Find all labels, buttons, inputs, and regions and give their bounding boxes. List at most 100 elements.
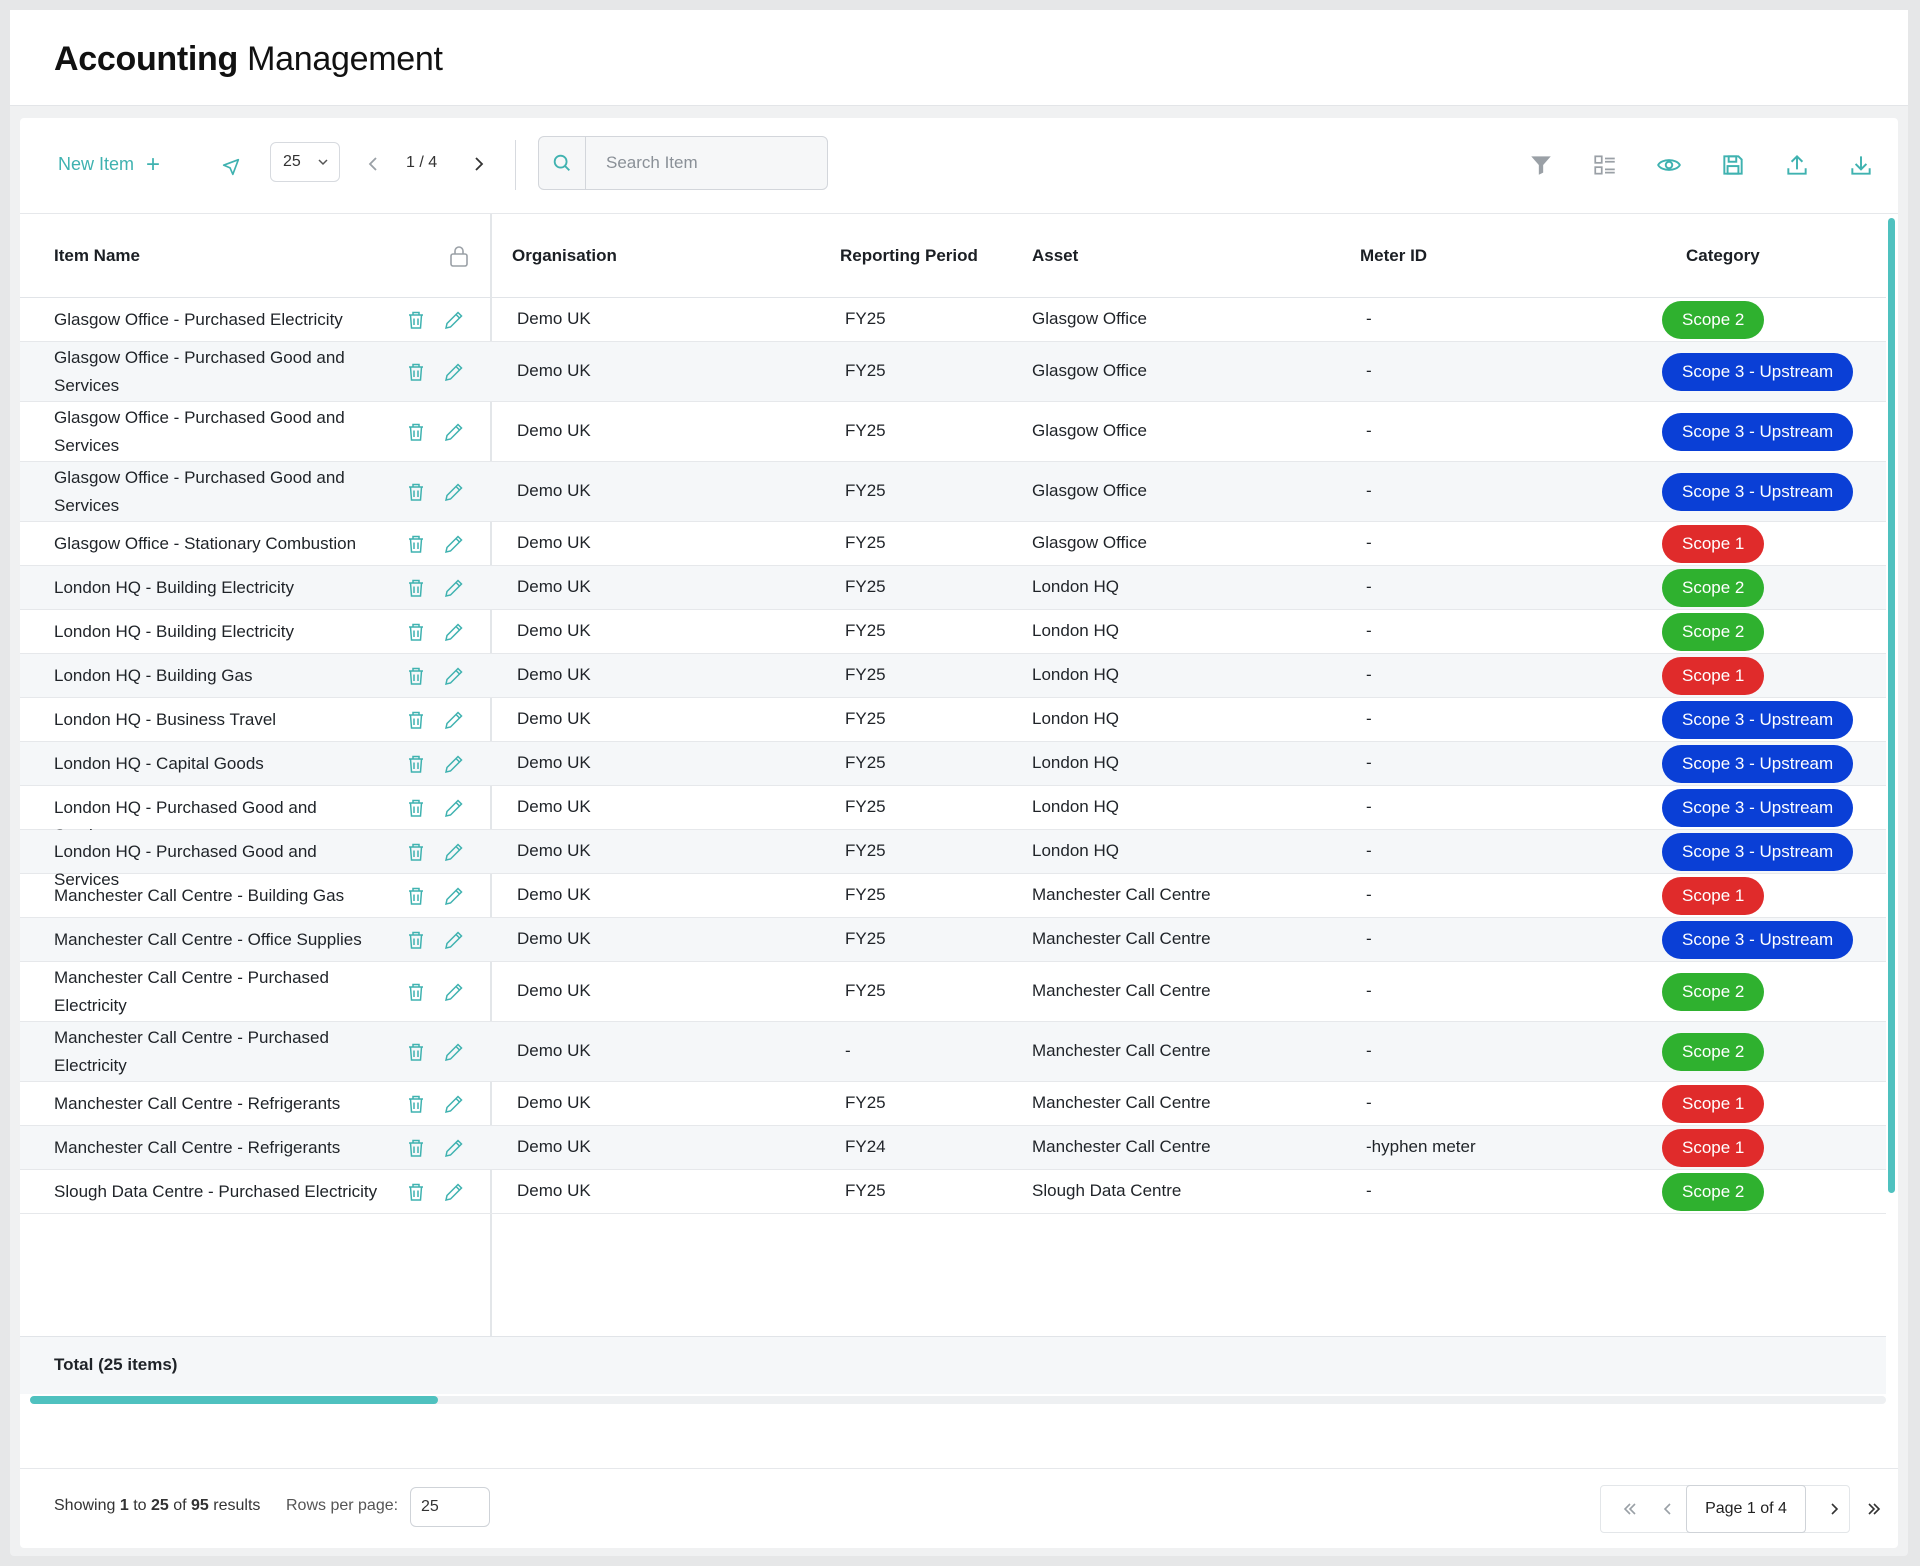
rows-select[interactable]: 25 <box>270 142 340 182</box>
column-header-organisation[interactable]: Organisation <box>512 246 617 265</box>
table-row[interactable]: Manchester Call Centre - Office Supplies… <box>20 918 1886 962</box>
table-row[interactable]: London HQ - Purchased Good and ServicesD… <box>20 786 1886 845</box>
table-row[interactable]: Slough Data Centre - Purchased Electrici… <box>20 1170 1886 1214</box>
pencil-icon[interactable] <box>442 928 466 952</box>
pencil-icon[interactable] <box>442 620 466 644</box>
double-chevron-right-icon <box>1868 1503 1881 1515</box>
table-row[interactable]: Manchester Call Centre - Building Gas Dem… <box>20 874 1886 918</box>
reporting-period-cell: FY25 <box>845 753 886 772</box>
table-row[interactable]: Manchester Call Centre - Purchased Elect… <box>20 1022 1886 1082</box>
trash-icon[interactable] <box>405 753 427 775</box>
horizontal-scrollbar-track[interactable] <box>30 1396 1886 1404</box>
table-row[interactable]: London HQ - Building Electricity Demo UK F… <box>20 566 1886 610</box>
reporting-period-cell: FY25 <box>845 1093 886 1112</box>
first-page-button[interactable] <box>1610 1487 1650 1531</box>
pencil-icon[interactable] <box>442 1180 466 1204</box>
table-row[interactable]: London HQ - Building Electricity Demo UK F… <box>20 610 1886 654</box>
pencil-icon[interactable] <box>442 532 466 556</box>
trash-icon[interactable] <box>405 481 427 503</box>
meter-id-cell: - <box>1366 797 1372 816</box>
pencil-icon[interactable] <box>442 752 466 776</box>
download-icon[interactable] <box>1848 152 1874 178</box>
next-page-icon[interactable] <box>468 154 488 174</box>
prev-page-button[interactable] <box>1650 1487 1686 1531</box>
pencil-icon[interactable] <box>442 480 466 504</box>
column-header-item-name[interactable]: Item Name <box>54 246 140 265</box>
pencil-icon[interactable] <box>442 796 466 820</box>
trash-icon[interactable] <box>405 665 427 687</box>
item-name-cell: Glasgow Office - Stationary Combustion <box>54 534 357 553</box>
table-row[interactable]: London HQ - Building Gas Demo UK FY25 Londo… <box>20 654 1886 698</box>
trash-icon[interactable] <box>405 577 427 599</box>
table-row[interactable]: Glasgow Office - Purchased Good and Serv… <box>20 342 1886 402</box>
trash-icon[interactable] <box>405 841 427 863</box>
table-row[interactable]: London HQ - Business Travel Demo UK FY25 Lo… <box>20 698 1886 742</box>
eye-icon[interactable] <box>1656 152 1682 178</box>
pencil-icon[interactable] <box>442 840 466 864</box>
asset-cell: Manchester Call Centre <box>1032 1093 1211 1112</box>
trash-icon[interactable] <box>405 929 427 951</box>
pencil-icon[interactable] <box>442 1040 466 1064</box>
trash-icon[interactable] <box>405 533 427 555</box>
columns-icon[interactable] <box>1592 152 1618 178</box>
item-name-cell: Glasgow Office - Purchased Electricity <box>54 310 343 329</box>
trash-icon[interactable] <box>405 621 427 643</box>
pencil-icon[interactable] <box>442 420 466 444</box>
trash-icon[interactable] <box>405 1041 427 1063</box>
table-row[interactable]: Glasgow Office - Purchased Good and Serv… <box>20 402 1886 462</box>
last-page-button[interactable] <box>1856 1487 1892 1531</box>
column-header-category[interactable]: Category <box>1686 246 1760 265</box>
trash-icon[interactable] <box>405 981 427 1003</box>
organisation-cell: Demo UK <box>517 577 591 596</box>
trash-icon[interactable] <box>405 421 427 443</box>
rows-select-value: 25 <box>283 153 301 170</box>
trash-icon[interactable] <box>405 1093 427 1115</box>
trash-icon[interactable] <box>405 1137 427 1159</box>
next-page-button[interactable] <box>1816 1487 1852 1531</box>
pencil-icon[interactable] <box>442 884 466 908</box>
new-item-button[interactable]: New Item + <box>58 152 160 176</box>
meter-id-cell: - <box>1366 421 1372 440</box>
prev-page-icon[interactable] <box>364 154 384 174</box>
organisation-cell: Demo UK <box>517 361 591 380</box>
table-row[interactable]: Manchester Call Centre - Refrigerants Dem… <box>20 1082 1886 1126</box>
trash-icon[interactable] <box>405 309 427 331</box>
pencil-icon[interactable] <box>442 1092 466 1116</box>
lock-icon[interactable] <box>448 244 470 268</box>
horizontal-scrollbar[interactable] <box>30 1396 438 1404</box>
pencil-icon[interactable] <box>442 308 466 332</box>
trash-icon[interactable] <box>405 709 427 731</box>
trash-icon[interactable] <box>405 797 427 819</box>
meter-id-cell: - <box>1366 885 1372 904</box>
trash-icon[interactable] <box>405 885 427 907</box>
meter-id-cell: - <box>1366 981 1372 1000</box>
table-row[interactable]: Glasgow Office - Stationary Combustion De… <box>20 522 1886 566</box>
table-row[interactable]: London HQ - Capital Goods Demo UK FY25 Lond… <box>20 742 1886 786</box>
table-row[interactable]: Manchester Call Centre - Purchased Elect… <box>20 962 1886 1022</box>
vertical-scrollbar[interactable] <box>1888 218 1895 1193</box>
chevron-right-icon <box>1831 1503 1839 1515</box>
pencil-icon[interactable] <box>442 1136 466 1160</box>
pencil-icon[interactable] <box>442 360 466 384</box>
column-header-reporting-period[interactable]: Reporting Period <box>840 246 978 265</box>
save-icon[interactable] <box>1720 152 1746 178</box>
cursor-icon[interactable] <box>220 156 242 178</box>
table-row[interactable]: Glasgow Office - Purchased Good and Serv… <box>20 462 1886 522</box>
table-row[interactable]: Glasgow Office - Purchased Electricity De… <box>20 298 1886 342</box>
filter-icon[interactable] <box>1528 152 1554 178</box>
pencil-icon[interactable] <box>442 980 466 1004</box>
trash-icon[interactable] <box>405 361 427 383</box>
table-row[interactable]: Manchester Call Centre - Refrigerants Dem… <box>20 1126 1886 1170</box>
pencil-icon[interactable] <box>442 576 466 600</box>
pencil-icon[interactable] <box>442 664 466 688</box>
search-input[interactable] <box>586 137 827 189</box>
pencil-icon[interactable] <box>442 708 466 732</box>
column-header-meter-id[interactable]: Meter ID <box>1360 246 1428 265</box>
upload-icon[interactable] <box>1784 152 1810 178</box>
search-icon[interactable] <box>539 137 586 189</box>
asset-cell: London HQ <box>1032 753 1119 772</box>
trash-icon[interactable] <box>405 1181 427 1203</box>
rows-per-page-input[interactable]: 25 <box>410 1487 490 1527</box>
column-header-asset[interactable]: Asset <box>1032 246 1079 265</box>
